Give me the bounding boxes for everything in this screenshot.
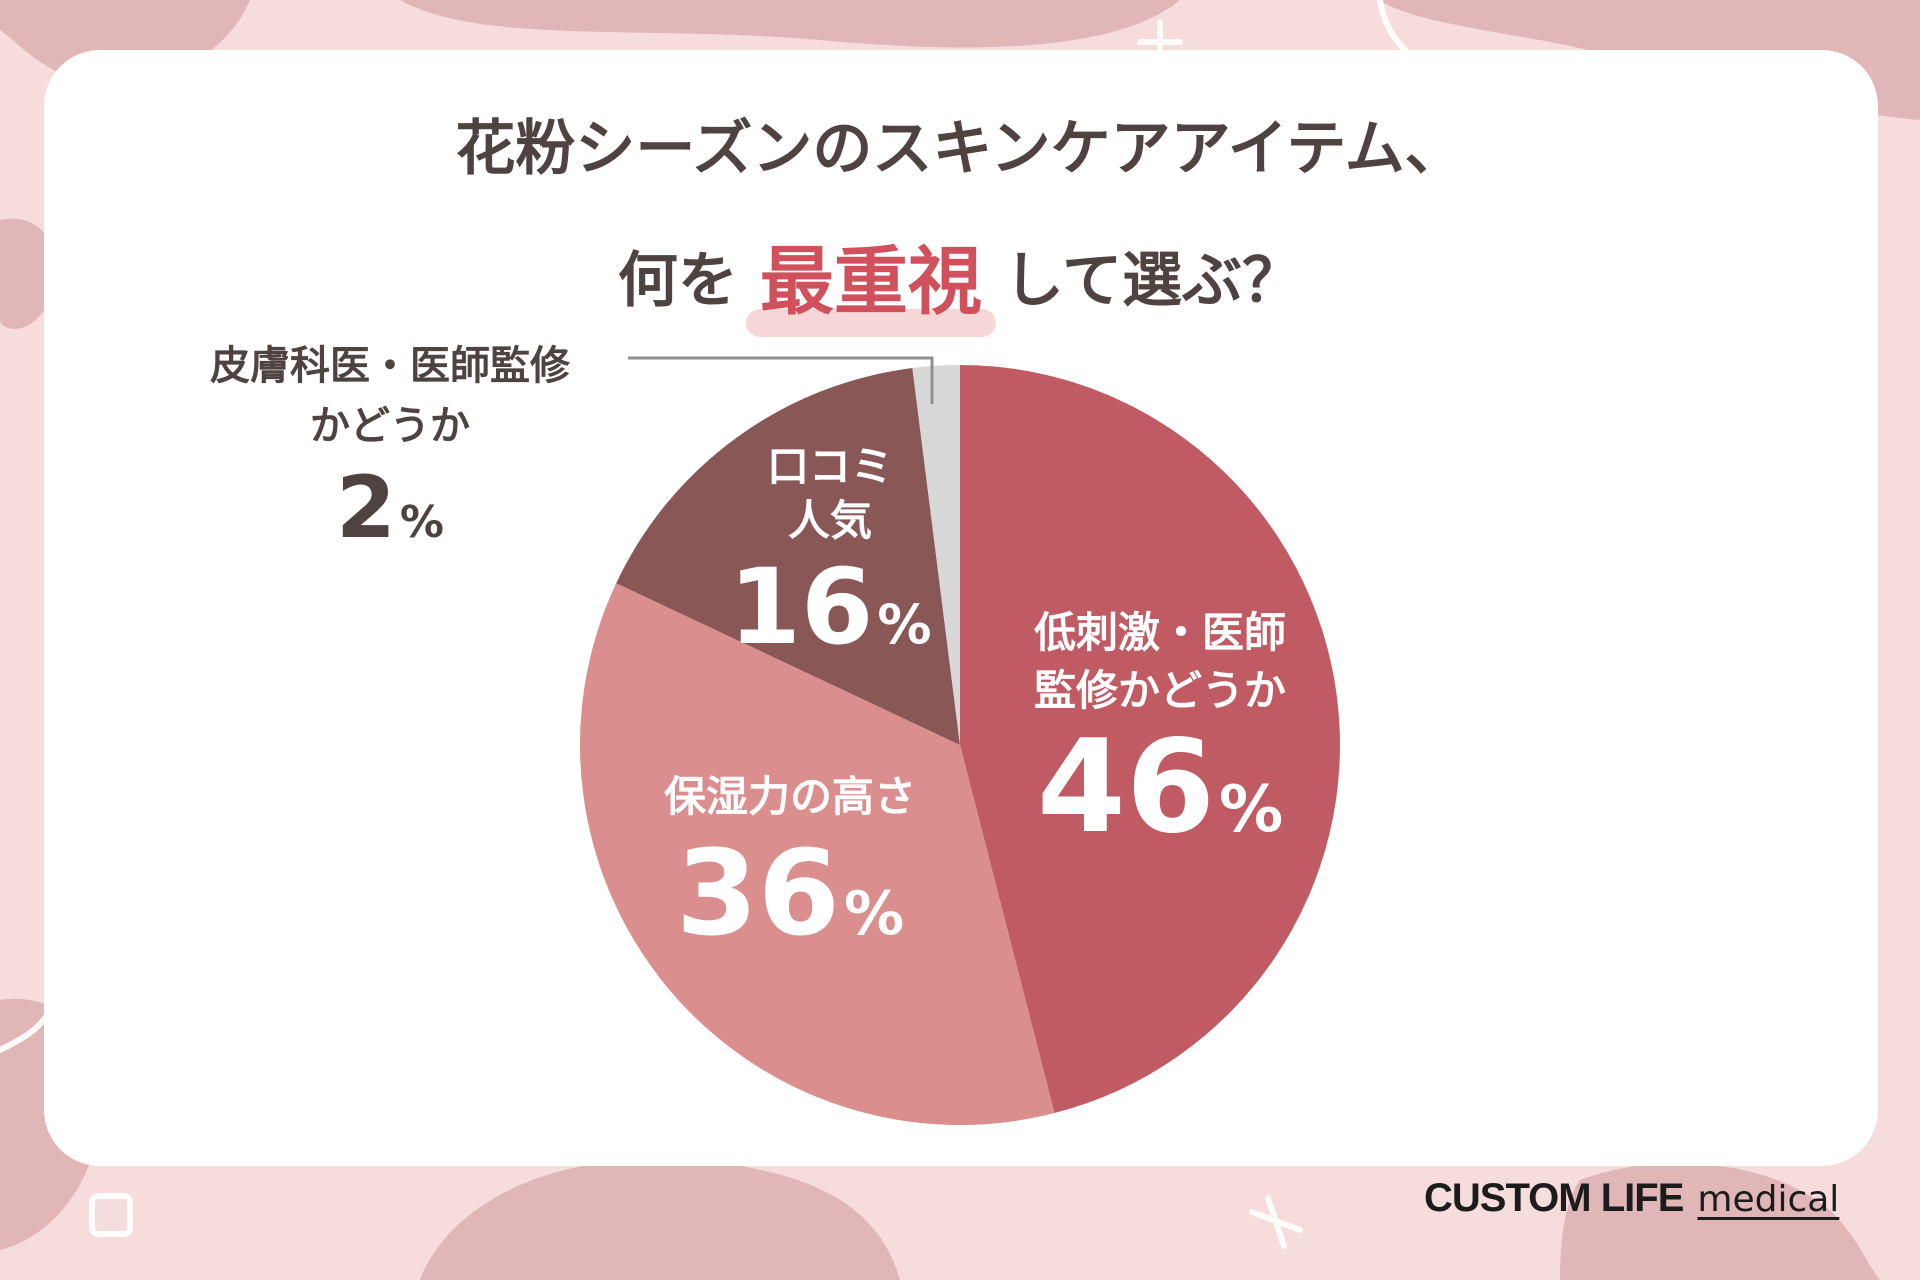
- slice-label-line1: 皮膚科医・医師監修: [210, 343, 570, 389]
- slice-value: 36: [675, 824, 841, 962]
- logo-sub-text: medical: [1697, 1179, 1840, 1220]
- chart-title-line2: 何を 最重視 して選ぶ？: [0, 222, 1920, 337]
- slice-value: 46: [1036, 713, 1215, 862]
- slice-label-line2: かどうか: [310, 403, 470, 449]
- slice-reviews: [616, 367, 960, 745]
- slice-label-dermatologist: 皮膚科医・医師監修 かどうか 2 %: [150, 336, 630, 560]
- slice-unit: %: [877, 593, 932, 656]
- title-emphasis-text: 最重視: [759, 239, 982, 325]
- slice-label-line1: 低刺激・医師: [1033, 608, 1286, 657]
- slice-unit: %: [1219, 773, 1284, 847]
- slice-unit: %: [844, 879, 905, 949]
- slice-value: 2: [336, 458, 396, 558]
- title-emphasis: 最重視: [745, 222, 996, 337]
- slice-label-line2: 監修かどうか: [1033, 666, 1286, 715]
- slice-label-line1: 口コミ: [766, 442, 893, 491]
- chart-title-line1: 花粉シーズンのスキンケアアイテム、: [455, 114, 1465, 184]
- slice-label-reviews: 口コミ 人気 16 %: [728, 440, 932, 668]
- slice-dermatologist: [912, 365, 960, 745]
- slice-low-irritation: [960, 365, 1341, 1114]
- brand-logo: CUSTOM LIFE medical: [1424, 1176, 1839, 1236]
- title-text-after: して選ぶ？: [1003, 246, 1303, 316]
- slice-label-line1: 保湿力の高さ: [663, 772, 916, 821]
- leader-line: [628, 356, 934, 404]
- emphasis-underline: [745, 309, 996, 337]
- slice-moisture: [580, 583, 1055, 1125]
- slice-label-moisture: 保湿力の高さ 36 %: [640, 768, 940, 960]
- slice-value: 16: [728, 546, 874, 668]
- slice-label-low-irritation: 低刺激・医師 監修かどうか 46 %: [1000, 604, 1320, 858]
- logo-main-text: CUSTOM LIFE: [1424, 1176, 1684, 1220]
- slice-unit: %: [399, 497, 444, 548]
- title-text-before: 何を: [617, 246, 738, 316]
- slice-label-line2: 人気: [787, 496, 872, 545]
